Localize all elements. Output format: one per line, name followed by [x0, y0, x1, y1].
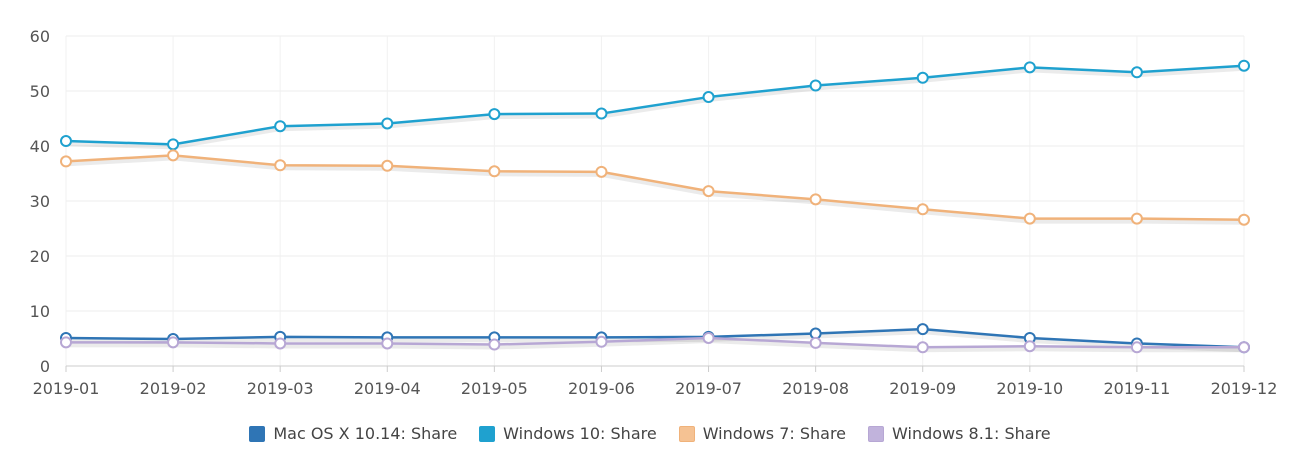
- x-tick-label: 2019-04: [354, 379, 421, 398]
- data-point: [274, 159, 287, 172]
- series-group: [60, 331, 1250, 354]
- legend-swatch: [868, 425, 885, 442]
- line-chart: 0 10 20 30 40 50 60 2019-01 2019-02 2019-03 2019-0…: [30, 27, 1278, 398]
- data-point: [167, 149, 180, 162]
- y-tick-label: 40: [30, 137, 50, 156]
- y-tick-label: 10: [30, 302, 50, 321]
- series-line: [65, 327, 1245, 349]
- data-point: [1130, 341, 1143, 354]
- legend-swatch: [249, 425, 266, 442]
- series-group: [60, 149, 1250, 226]
- series-lines: [60, 59, 1250, 354]
- series-line: [65, 64, 1245, 146]
- grid: [65, 35, 1245, 367]
- series-shadow: [65, 156, 1245, 225]
- data-point: [1130, 66, 1143, 79]
- x-tick-label: 2019-09: [889, 379, 956, 398]
- x-tick-label: 2019-01: [33, 379, 100, 398]
- data-point: [809, 79, 822, 92]
- y-tick-label: 50: [30, 82, 50, 101]
- data-point: [167, 336, 180, 349]
- series-line: [65, 154, 1245, 221]
- legend-item[interactable]: Windows 10: Share: [479, 424, 657, 443]
- data-point: [274, 120, 287, 133]
- series-shadow: [65, 66, 1245, 150]
- data-point: [381, 337, 394, 350]
- data-point: [488, 165, 501, 178]
- data-point: [809, 193, 822, 206]
- x-tick-label: 2019-08: [782, 379, 849, 398]
- y-tick-label: 60: [30, 27, 50, 46]
- data-point: [916, 71, 929, 84]
- x-tick-label: 2019-03: [247, 379, 314, 398]
- legend-item[interactable]: Windows 8.1: Share: [868, 424, 1051, 443]
- x-tick-label: 2019-06: [568, 379, 635, 398]
- data-point: [60, 135, 72, 148]
- data-point: [595, 107, 608, 120]
- data-point: [916, 203, 929, 216]
- axes: [65, 365, 1245, 372]
- data-point: [809, 336, 822, 349]
- y-tick-label: 0: [40, 357, 50, 376]
- data-point: [595, 335, 608, 348]
- data-point: [60, 336, 72, 349]
- legend-swatch: [678, 425, 695, 442]
- data-point: [274, 337, 287, 350]
- x-tick-label: 2019-11: [1103, 379, 1170, 398]
- data-point: [488, 108, 501, 121]
- data-point: [1238, 341, 1250, 354]
- x-tick-label: 2019-10: [996, 379, 1063, 398]
- data-point: [1023, 340, 1036, 353]
- series-shadow: [66, 338, 1244, 353]
- data-point: [702, 331, 715, 344]
- data-point: [167, 138, 180, 151]
- legend-label: Windows 7: Share: [702, 424, 847, 443]
- data-point: [1023, 61, 1036, 74]
- data-point: [595, 165, 608, 178]
- data-point: [381, 159, 394, 172]
- data-point: [60, 155, 72, 168]
- data-point: [702, 185, 715, 198]
- legend-label: Windows 10: Share: [503, 424, 657, 443]
- series-group: [60, 59, 1250, 151]
- legend-item[interactable]: Mac OS X 10.14: Share: [249, 424, 457, 443]
- legend-swatch: [479, 425, 496, 442]
- x-tick-label: 2019-12: [1211, 379, 1278, 398]
- y-tick-label: 20: [30, 247, 50, 266]
- x-tick-label: 2019-02: [140, 379, 207, 398]
- data-point: [381, 117, 394, 130]
- legend-label: Windows 8.1: Share: [892, 424, 1051, 443]
- legend-label: Mac OS X 10.14: Share: [273, 424, 458, 443]
- x-tick-label: 2019-05: [461, 379, 528, 398]
- data-point: [702, 91, 715, 104]
- data-point: [1130, 212, 1143, 225]
- series-line: [66, 336, 1244, 349]
- y-tick-label: 30: [30, 192, 50, 211]
- data-point: [916, 341, 929, 354]
- data-point: [488, 338, 501, 351]
- data-point: [1238, 213, 1250, 226]
- legend-item[interactable]: Windows 7: Share: [678, 424, 847, 443]
- legend: Mac OS X 10.14: Share Windows 10: Share Wi…: [0, 424, 1300, 443]
- data-point: [1023, 212, 1036, 225]
- data-point: [916, 323, 929, 336]
- x-tick-label: 2019-07: [675, 379, 742, 398]
- tick-labels: 0 10 20 30 40 50 60 2019-01 2019-02 2019-03 2019-0…: [30, 27, 1278, 398]
- data-point: [1238, 59, 1250, 72]
